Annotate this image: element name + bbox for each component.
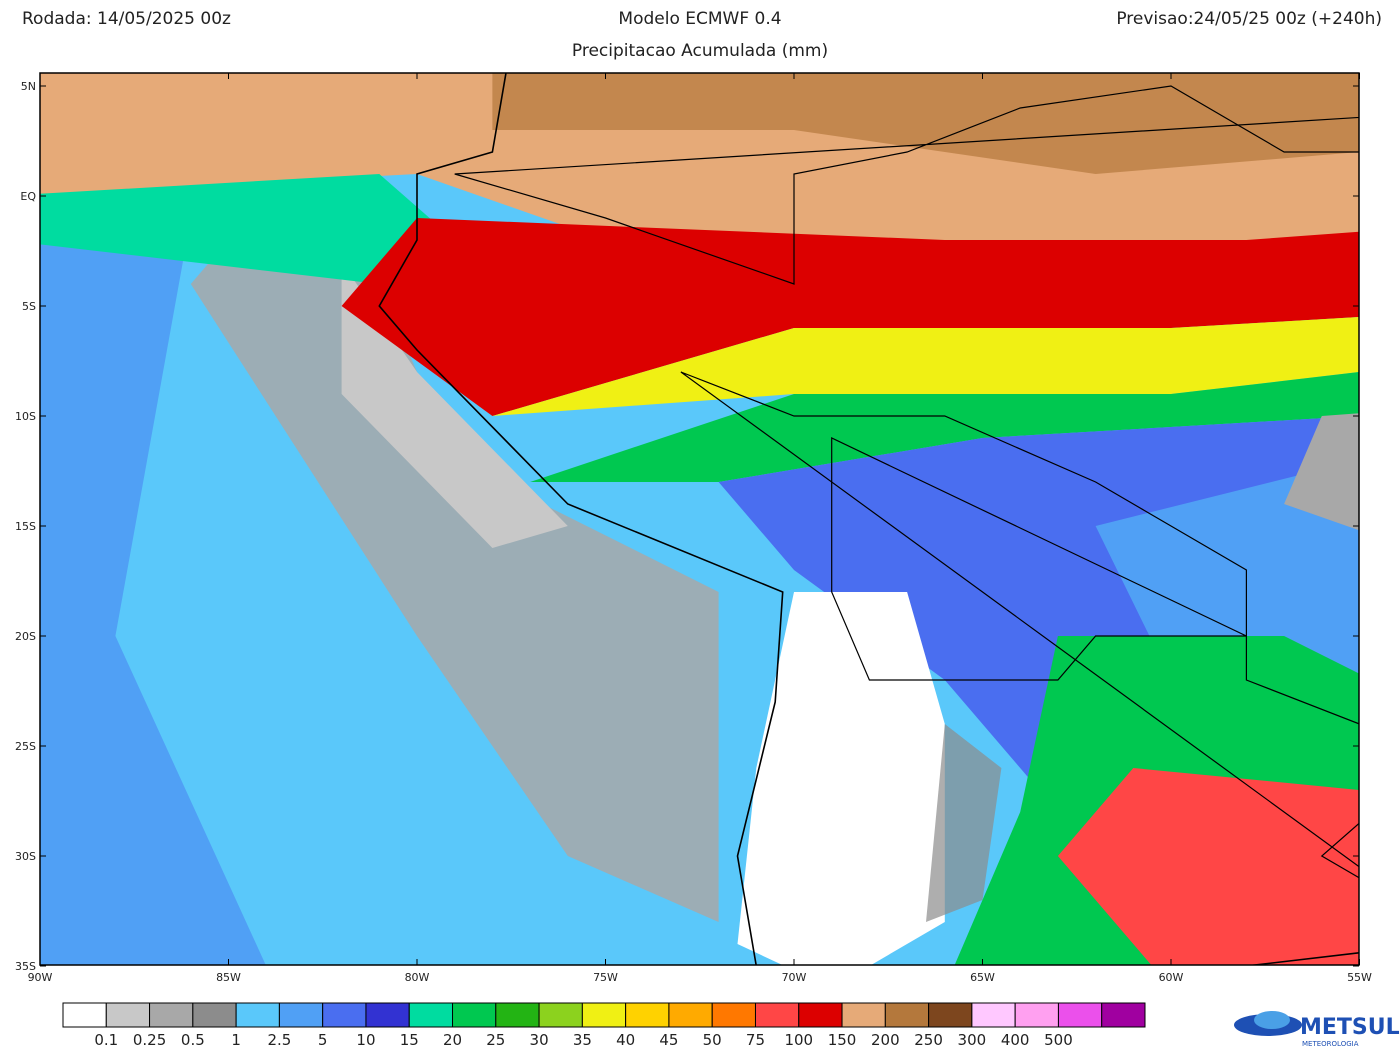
colorbar-label: 0.25 <box>133 1031 166 1049</box>
border-bra <box>680 371 1359 879</box>
lat-label: EQ <box>20 190 36 203</box>
brazil-lightblue <box>1095 460 1359 694</box>
colorbar-swatch <box>971 1002 1016 1028</box>
colorbar-swatch <box>841 1002 886 1028</box>
lat-label: 25S <box>15 740 36 753</box>
colorbar-label: 150 <box>828 1031 857 1049</box>
colorbar-swatch <box>928 1002 973 1028</box>
colorbar-swatch <box>235 1002 280 1028</box>
lat-label: 20S <box>15 630 36 643</box>
colorbar-label: 200 <box>871 1031 900 1049</box>
colorbar-label: 20 <box>443 1031 462 1049</box>
colorbar-swatch <box>884 1002 930 1028</box>
colorbar-label: 0.5 <box>181 1031 205 1049</box>
lat-label: 5S <box>22 300 36 313</box>
colorbar-swatch <box>1101 1002 1146 1028</box>
colorbar-label: 45 <box>659 1031 678 1049</box>
colorbar-label: 10 <box>356 1031 375 1049</box>
lon-label: 85W <box>216 971 241 984</box>
colorbar-swatch <box>365 1002 410 1028</box>
colorbar-label: 30 <box>530 1031 549 1049</box>
colorbar: 0.1 0.25 0.5 1 2.5 5 10 15 20 25 30 35 40 45 50 75 100 15… <box>62 1002 1146 1049</box>
pacific-coast-light <box>341 262 568 548</box>
amazon-yellow <box>492 317 1359 416</box>
colorbar-swatch <box>452 1002 497 1028</box>
colorbar-swatch <box>754 1002 800 1028</box>
colorbar-label: 25 <box>486 1031 505 1049</box>
map-frame <box>39 72 1360 966</box>
lon-label: 70W <box>782 971 807 984</box>
map-field <box>40 73 1359 965</box>
lon-label: 55W <box>1347 971 1372 984</box>
colorbar-swatch <box>62 1002 107 1028</box>
colorbar-label: 250 <box>914 1031 943 1049</box>
forecast-label: Previsao:24/05/25 00z (+240h) <box>1116 9 1382 29</box>
colorbar-label: 2.5 <box>267 1031 291 1049</box>
colorbar-label: 15 <box>400 1031 419 1049</box>
run-label: Rodada: 14/05/2025 00z <box>22 9 231 29</box>
north-darkbrown <box>492 73 1359 174</box>
colorbar-swatch <box>711 1002 756 1028</box>
lon-label: 90W <box>28 971 53 984</box>
colorbar-label: 5 <box>318 1031 328 1049</box>
colorbar-label: 35 <box>573 1031 592 1049</box>
logo-tagline: METEOROLOGIA <box>1302 1040 1359 1048</box>
lon-label: 75W <box>593 971 618 984</box>
subtitle: Precipitacao Acumulada (mm) <box>572 41 828 61</box>
andes-gray <box>926 724 1002 922</box>
colorbar-swatch <box>625 1002 670 1028</box>
amazon-green <box>530 372 1359 482</box>
brazil-gray <box>1284 413 1359 531</box>
colorbar-label: 500 <box>1044 1031 1073 1049</box>
colorbar-label: 75 <box>746 1031 765 1049</box>
colorbar-swatch <box>1014 1002 1059 1028</box>
colorbar-label: 400 <box>1001 1031 1030 1049</box>
colorbar-swatch <box>668 1002 713 1028</box>
colorbar-swatch <box>322 1002 367 1028</box>
colorbar-swatch <box>149 1002 194 1028</box>
colorbar-label: 0.1 <box>94 1031 118 1049</box>
lat-label: 30S <box>15 850 36 863</box>
colorbar-swatch <box>105 1002 151 1028</box>
andes-white <box>737 592 945 965</box>
amazon-red <box>341 218 1359 416</box>
colorbar-swatch <box>495 1002 540 1028</box>
colorbar-swatch <box>408 1002 454 1028</box>
colorbar-label: 300 <box>958 1031 987 1049</box>
lat-label: 10S <box>15 410 36 423</box>
pacific-north-band <box>40 174 455 284</box>
model-label: Modelo ECMWF 0.4 <box>618 9 781 29</box>
south-red <box>1057 768 1359 965</box>
lat-label: 5N <box>21 80 36 93</box>
lon-label: 60W <box>1159 971 1184 984</box>
pacific-blue <box>40 218 266 965</box>
lat-label: 35S <box>15 960 36 973</box>
border-bol <box>831 437 1247 681</box>
lon-label: 80W <box>405 971 430 984</box>
logo-name: METSUL <box>1300 1015 1400 1040</box>
colorbar-swatch <box>581 1002 627 1028</box>
colorbar-swatch <box>192 1002 237 1028</box>
border-north <box>454 85 1359 285</box>
colorbar-swatch <box>538 1002 583 1028</box>
colorbar-label: 40 <box>616 1031 635 1049</box>
logo: METSUL METEOROLOGIA <box>1234 1011 1400 1048</box>
colorbar-swatch <box>1057 1002 1103 1028</box>
coastline <box>378 73 1359 965</box>
colorbar-label: 100 <box>784 1031 813 1049</box>
colorbar-label: 1 <box>231 1031 241 1049</box>
colorbar-swatch <box>278 1002 324 1028</box>
logo-globe-highlight <box>1254 1011 1290 1029</box>
pacific-gray <box>190 196 719 922</box>
lon-label: 65W <box>970 971 995 984</box>
lat-label: 15S <box>15 520 36 533</box>
colorbar-swatch <box>798 1002 843 1028</box>
colorbar-label: 50 <box>703 1031 722 1049</box>
